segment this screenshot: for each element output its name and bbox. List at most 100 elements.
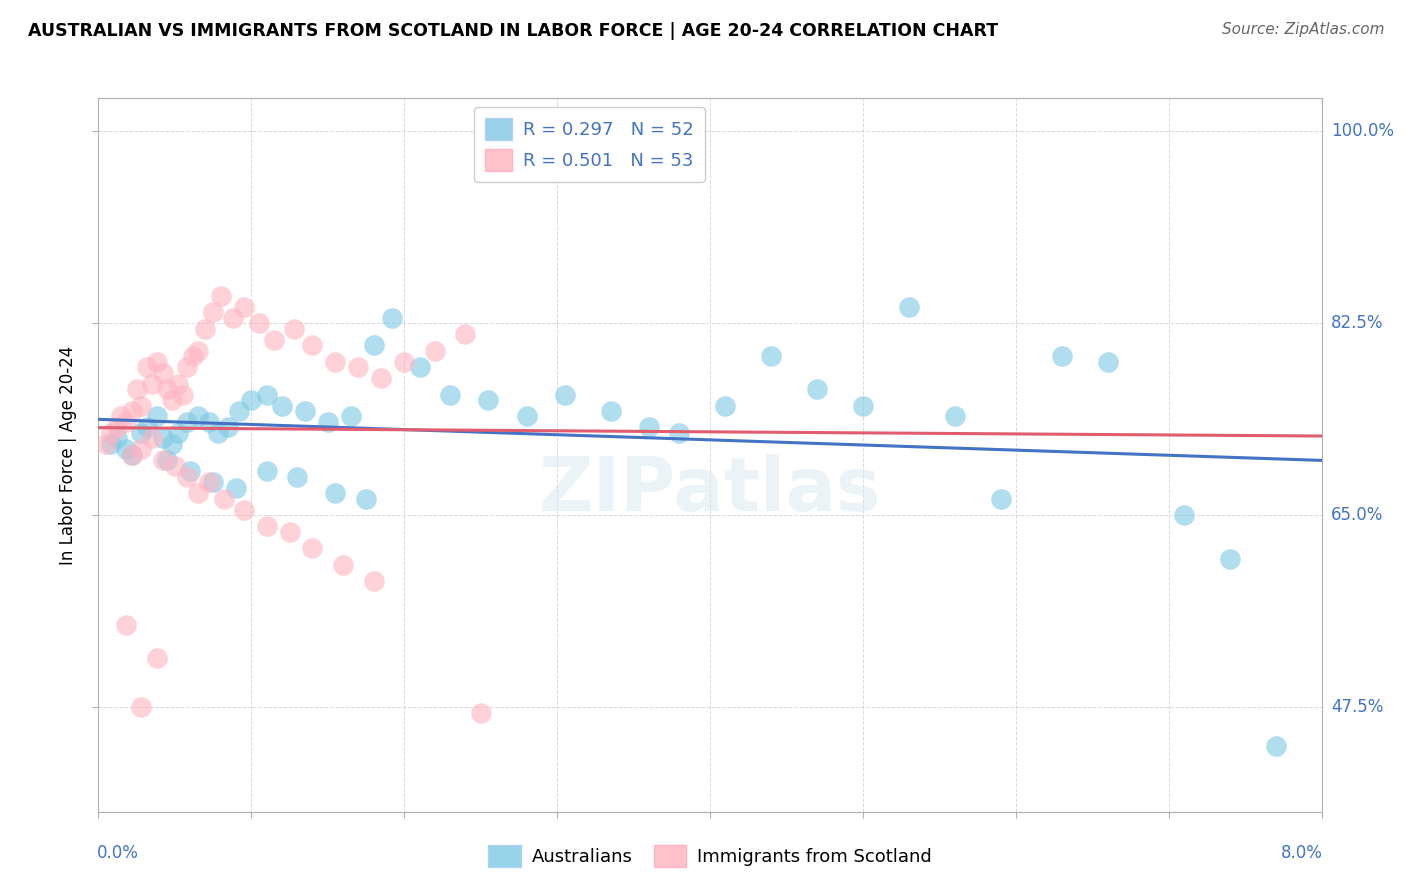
- Text: Source: ZipAtlas.com: Source: ZipAtlas.com: [1222, 22, 1385, 37]
- Point: [332, 558, 354, 572]
- Point: [156, 453, 179, 467]
- Point: [100, 437, 122, 451]
- Point: [599, 404, 621, 418]
- Point: [121, 404, 143, 418]
- Point: [145, 651, 167, 665]
- Point: [554, 387, 576, 401]
- Point: [179, 464, 201, 478]
- Point: [115, 618, 138, 632]
- Legend: Australians, Immigrants from Scotland: Australians, Immigrants from Scotland: [481, 838, 939, 874]
- Point: [194, 321, 217, 335]
- Point: [278, 524, 301, 539]
- Point: [176, 360, 198, 375]
- Point: [145, 409, 167, 424]
- Point: [943, 409, 966, 424]
- Point: [225, 481, 247, 495]
- Point: [167, 376, 190, 391]
- Text: 0.0%: 0.0%: [97, 844, 139, 862]
- Point: [470, 706, 492, 720]
- Point: [217, 420, 239, 434]
- Point: [100, 425, 122, 440]
- Point: [136, 420, 159, 434]
- Point: [897, 300, 920, 314]
- Point: [110, 409, 132, 424]
- Point: [172, 387, 194, 401]
- Point: [94, 437, 117, 451]
- Point: [152, 432, 174, 446]
- Text: 47.5%: 47.5%: [1331, 698, 1384, 716]
- Point: [222, 310, 245, 325]
- Point: [477, 392, 499, 407]
- Point: [1219, 552, 1241, 566]
- Point: [423, 343, 446, 358]
- Point: [115, 442, 138, 457]
- Text: 8.0%: 8.0%: [1281, 844, 1323, 862]
- Point: [408, 360, 430, 375]
- Point: [370, 371, 392, 385]
- Text: 100.0%: 100.0%: [1331, 122, 1395, 140]
- Point: [714, 399, 737, 413]
- Point: [1264, 739, 1286, 753]
- Point: [381, 310, 404, 325]
- Point: [256, 387, 278, 401]
- Point: [363, 574, 385, 589]
- Point: [202, 305, 225, 319]
- Point: [285, 470, 308, 484]
- Point: [270, 399, 294, 413]
- Point: [160, 392, 183, 407]
- Point: [156, 382, 179, 396]
- Point: [637, 420, 661, 434]
- Point: [121, 448, 143, 462]
- Point: [129, 425, 152, 440]
- Point: [176, 470, 198, 484]
- Point: [454, 327, 477, 342]
- Point: [176, 415, 198, 429]
- Point: [668, 425, 690, 440]
- Point: [256, 519, 278, 533]
- Point: [115, 415, 138, 429]
- Point: [160, 437, 183, 451]
- Point: [761, 349, 783, 363]
- Point: [316, 415, 339, 429]
- Point: [145, 354, 167, 368]
- Point: [129, 442, 152, 457]
- Point: [1050, 349, 1073, 363]
- Point: [347, 360, 370, 375]
- Point: [339, 409, 361, 424]
- Point: [152, 366, 174, 380]
- Point: [187, 343, 209, 358]
- Point: [212, 491, 235, 506]
- Point: [301, 541, 323, 556]
- Point: [256, 464, 278, 478]
- Point: [232, 300, 254, 314]
- Point: [152, 453, 174, 467]
- Point: [301, 338, 323, 352]
- Point: [439, 387, 461, 401]
- Point: [232, 503, 254, 517]
- Point: [806, 382, 828, 396]
- Point: [240, 392, 263, 407]
- Text: 82.5%: 82.5%: [1331, 314, 1384, 332]
- Text: 65.0%: 65.0%: [1331, 507, 1384, 524]
- Point: [363, 338, 385, 352]
- Point: [202, 475, 225, 490]
- Point: [105, 420, 128, 434]
- Point: [207, 425, 229, 440]
- Point: [136, 360, 159, 375]
- Point: [121, 448, 143, 462]
- Point: [197, 415, 219, 429]
- Point: [163, 458, 186, 473]
- Point: [181, 349, 204, 363]
- Point: [990, 491, 1012, 506]
- Point: [1173, 508, 1195, 523]
- Point: [263, 333, 285, 347]
- Point: [141, 432, 163, 446]
- Point: [129, 399, 152, 413]
- Point: [515, 409, 537, 424]
- Point: [228, 404, 250, 418]
- Point: [283, 321, 305, 335]
- Text: AUSTRALIAN VS IMMIGRANTS FROM SCOTLAND IN LABOR FORCE | AGE 20-24 CORRELATION CH: AUSTRALIAN VS IMMIGRANTS FROM SCOTLAND I…: [28, 22, 998, 40]
- Point: [209, 289, 232, 303]
- Point: [325, 486, 347, 500]
- Point: [354, 491, 377, 506]
